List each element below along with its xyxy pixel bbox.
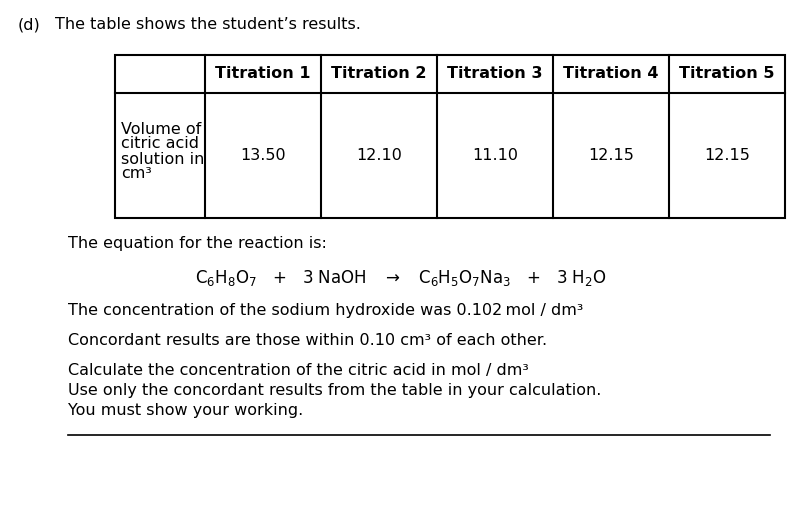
Text: cm³: cm³ [121,166,152,181]
Text: C$_6$H$_8$O$_7$   +   3 NaOH   $\rightarrow$   C$_6$H$_5$O$_7$Na$_3$   +   3 H$_: C$_6$H$_8$O$_7$ + 3 NaOH $\rightarrow$ C… [195,268,606,288]
Text: 11.10: 11.10 [472,148,518,163]
Text: Titration 5: Titration 5 [679,67,774,82]
Text: You must show your working.: You must show your working. [68,403,303,418]
Text: Titration 3: Titration 3 [447,67,542,82]
Text: The equation for the reaction is:: The equation for the reaction is: [68,236,327,251]
Text: Volume of: Volume of [121,121,202,136]
Bar [115,55,785,218]
Text: 12.10: 12.10 [356,148,402,163]
Text: Calculate the concentration of the citric acid in mol / dm³: Calculate the concentration of the citri… [68,363,529,378]
Text: (d): (d) [18,17,41,32]
Text: 12.15: 12.15 [704,148,750,163]
Text: Titration 4: Titration 4 [563,67,658,82]
Text: The table shows the student’s results.: The table shows the student’s results. [55,17,361,32]
Text: Titration 1: Titration 1 [215,67,310,82]
Text: Titration 2: Titration 2 [331,67,426,82]
Text: 12.15: 12.15 [588,148,634,163]
Text: solution in: solution in [121,151,204,166]
Text: 13.50: 13.50 [240,148,286,163]
Text: The concentration of the sodium hydroxide was 0.102 mol / dm³: The concentration of the sodium hydroxid… [68,303,583,318]
Text: Use only the concordant results from the table in your calculation.: Use only the concordant results from the… [68,383,602,398]
Text: citric acid: citric acid [121,136,199,151]
Text: Concordant results are those within 0.10 cm³ of each other.: Concordant results are those within 0.10… [68,333,547,348]
